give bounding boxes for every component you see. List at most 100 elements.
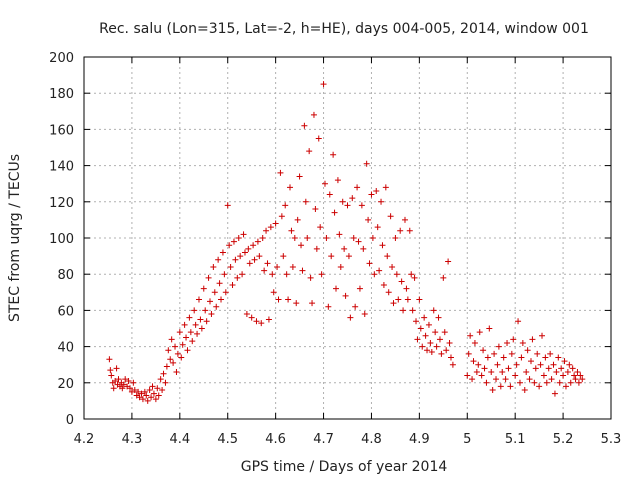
data-point [352, 303, 359, 310]
data-point [413, 318, 420, 325]
data-point [435, 314, 442, 321]
x-tick-label: 4.5 [217, 432, 238, 447]
data-point [309, 300, 316, 307]
data-point [251, 256, 258, 263]
data-point [341, 245, 348, 252]
data-point [523, 368, 530, 375]
data-point [307, 274, 314, 281]
data-point [170, 359, 177, 366]
data-point [473, 368, 480, 375]
data-point [108, 372, 115, 379]
data-point [547, 350, 554, 357]
data-point [417, 325, 424, 332]
data-point [130, 379, 137, 386]
data-point [253, 318, 260, 325]
data-point [433, 343, 440, 350]
data-point [344, 202, 351, 209]
data-point [195, 296, 202, 303]
data-point [390, 300, 397, 307]
x-tick-label: 4.3 [122, 432, 143, 447]
data-point [333, 285, 340, 292]
data-point [240, 231, 247, 238]
data-point [149, 383, 156, 390]
data-point [287, 184, 294, 191]
data-point [320, 81, 327, 88]
data-point [401, 216, 408, 223]
data-point [443, 347, 450, 354]
data-point [537, 361, 544, 368]
data-point [436, 336, 443, 343]
data-point [263, 227, 270, 234]
data-point [408, 271, 415, 278]
data-point [526, 376, 533, 383]
data-point [398, 278, 405, 285]
data-point [125, 377, 132, 384]
data-point [159, 387, 166, 394]
data-point [447, 354, 454, 361]
data-point [143, 392, 150, 399]
data-point [502, 376, 509, 383]
y-tick-label: 180 [49, 87, 74, 102]
data-point [126, 385, 133, 392]
data-point [285, 296, 292, 303]
data-point [155, 392, 162, 399]
data-point [465, 350, 472, 357]
data-point [224, 202, 231, 209]
data-point [519, 339, 526, 346]
data-point [393, 271, 400, 278]
y-tick-label: 20 [57, 377, 74, 392]
data-point [192, 321, 199, 328]
data-point [259, 235, 266, 241]
data-point [475, 361, 482, 368]
y-axis-label: STEC from uqrg / TECUs [7, 154, 23, 322]
data-point [172, 343, 179, 350]
data-point [227, 263, 234, 270]
data-point [567, 379, 574, 386]
y-tick-label: 200 [49, 51, 74, 66]
data-point [264, 260, 271, 267]
data-point [245, 245, 252, 252]
data-point [521, 387, 528, 394]
data-point [575, 379, 582, 386]
data-point [191, 307, 198, 314]
data-point [512, 372, 519, 379]
data-point [179, 341, 186, 348]
data-point [409, 307, 416, 314]
data-point [160, 370, 167, 377]
data-point [163, 363, 170, 370]
data-point [157, 376, 164, 383]
data-point [113, 365, 120, 372]
data-point [471, 339, 478, 346]
data-point [331, 209, 338, 216]
data-point [274, 263, 281, 270]
data-point [356, 285, 363, 292]
data-point [476, 329, 483, 336]
data-point [154, 385, 161, 392]
x-tick-label: 5 [463, 432, 471, 447]
data-point [424, 347, 431, 354]
data-point [529, 336, 536, 343]
data-point [380, 282, 387, 289]
data-point [216, 280, 223, 287]
data-point [246, 260, 253, 267]
data-point [174, 350, 181, 357]
data-point [349, 195, 356, 202]
data-point [181, 321, 188, 328]
data-point [248, 314, 255, 321]
data-point [315, 135, 322, 142]
data-point [411, 274, 418, 281]
x-tick-label: 5.3 [601, 432, 622, 447]
data-point [493, 376, 500, 383]
data-point [213, 303, 220, 310]
data-point [569, 365, 576, 372]
data-point [505, 365, 512, 372]
data-point [226, 242, 233, 249]
x-tick-label: 5.1 [505, 432, 526, 447]
y-tick-label: 0 [66, 413, 74, 428]
data-point [564, 368, 571, 375]
data-point [553, 368, 560, 375]
data-point [441, 329, 448, 336]
data-point [275, 296, 282, 303]
data-point [445, 258, 452, 265]
data-point [354, 184, 361, 191]
